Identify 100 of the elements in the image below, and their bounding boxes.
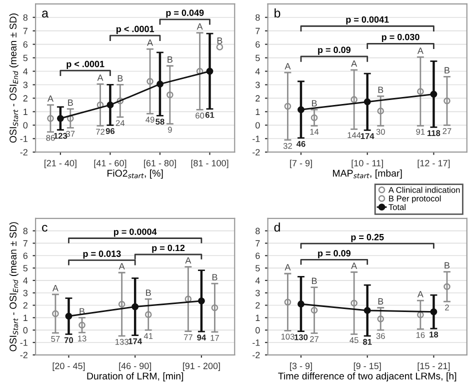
annotation: A	[351, 262, 358, 269]
y-tick-label: 6	[256, 41, 260, 48]
y-tick-label: 4	[255, 278, 260, 284]
y-tick-label: 7	[23, 240, 28, 246]
y-tick-label: -2	[20, 149, 28, 156]
y-tick-label: 0	[256, 327, 260, 334]
chart-title: d	[274, 222, 280, 232]
annotation: p < .0001	[116, 26, 154, 34]
y-tick-label: 6	[23, 41, 28, 48]
annotation: B	[444, 67, 450, 74]
y-tick-label: 3	[23, 82, 28, 88]
annotation: B	[444, 262, 450, 268]
annotation: p = 0.049	[166, 10, 204, 18]
x-tick-label: [9 - 15]	[354, 362, 381, 371]
x-tick-label: [61 - 80]	[144, 160, 176, 168]
y-tick-label: 1	[24, 108, 28, 115]
legend-label: B Per protocol	[389, 195, 441, 204]
x-tick-label: [10 - 11]	[352, 160, 383, 168]
y-axis-title: OSI$_{Start}$ - OSI$_{End}$ (mean ± SD)	[9, 14, 18, 143]
x-tick-label: [81 - 100]	[191, 160, 228, 168]
x-axis-title: Duration of LRM, [min]	[87, 372, 184, 382]
y-tick-label: 4	[255, 68, 260, 75]
annotation: p = 0.0004	[114, 228, 157, 237]
annotation: B	[146, 290, 151, 296]
y-tick-label: 8	[256, 228, 260, 234]
annotation: A	[47, 95, 54, 102]
y-tick-label: 4	[23, 278, 28, 284]
y-tick-label: 2	[23, 302, 28, 309]
y-tick-label: 3	[255, 290, 260, 296]
annotation: B	[68, 100, 73, 106]
annotation: A	[118, 263, 125, 270]
x-axis-title: Time difference of two adjacent LRMs, [h]	[278, 372, 456, 382]
y-tick-label: 5	[256, 265, 260, 272]
annotation: 18	[430, 332, 438, 338]
x-axis-title: MAP$_{start}$, [mbar]	[333, 170, 402, 179]
annotation: 13	[78, 336, 86, 342]
annotation: A	[97, 74, 104, 81]
annotation: p = 0.030	[382, 34, 420, 42]
y-tick-label: -2	[20, 352, 28, 358]
x-tick-label: [7 - 9]	[290, 160, 312, 168]
y-tick-label: 3	[255, 82, 260, 88]
annotation: B	[168, 56, 172, 63]
annotation: A	[284, 63, 291, 70]
annotation: 37	[66, 130, 75, 137]
annotation: A	[196, 23, 203, 30]
annotation: 16	[416, 332, 425, 338]
annotation: 27	[442, 128, 452, 134]
annotation: 14	[310, 128, 319, 135]
annotation: p = 0.12	[152, 244, 185, 253]
y-tick-label: 8	[23, 228, 28, 234]
y-tick-label: 6	[256, 252, 260, 259]
annotation: 96	[106, 128, 115, 134]
y-tick-label: -2	[252, 149, 260, 156]
annotation: 58	[156, 118, 164, 125]
y-tick-label: 7	[23, 28, 28, 34]
y-tick-label: 5	[23, 265, 28, 272]
y-tick-label: -1	[252, 136, 260, 142]
y-tick-label: 0	[23, 327, 28, 334]
y-tick-label: 1	[256, 108, 260, 115]
x-tick-label: [12 - 17]	[418, 160, 450, 168]
annotation: B	[378, 298, 384, 304]
annotation: B	[212, 274, 218, 280]
annotation: 174	[360, 133, 374, 139]
chart-title: c	[42, 224, 48, 232]
x-tick-label: [21 - 40]	[44, 160, 76, 168]
y-tick-label: 8	[23, 14, 28, 21]
annotation: 60	[196, 112, 204, 119]
y-tick-label: 2	[23, 95, 28, 102]
annotation: 24	[116, 120, 125, 126]
annotation: B	[217, 38, 222, 44]
annotation: 133	[116, 338, 128, 345]
annotation: 123	[54, 132, 68, 139]
annotation: 17	[210, 335, 219, 341]
y-tick-label: 0	[256, 122, 260, 129]
y-tick-label: 5	[23, 54, 28, 62]
annotation: 72	[96, 128, 104, 135]
annotation: 46	[296, 140, 306, 147]
annotation: 70	[64, 337, 74, 344]
y-axis-title: OSI$_{Start}$ - OSI$_{End}$ (mean ± SD)	[9, 222, 18, 352]
annotation: 130	[294, 334, 308, 340]
y-tick-label: -1	[20, 340, 28, 346]
annotation: p = 0.09	[318, 250, 351, 258]
annotation: 57	[51, 336, 60, 342]
y-tick-label: 1	[24, 314, 28, 321]
annotation: 61	[205, 112, 214, 118]
y-tick-label: -2	[252, 352, 260, 358]
annotation: p = 0.013	[83, 250, 121, 259]
legend-label: A Clinical indication	[388, 186, 460, 193]
annotation: A	[351, 60, 358, 67]
annotation: 86	[46, 134, 55, 141]
annotation: p = 0.0041	[346, 16, 389, 25]
annotation: 41	[144, 333, 153, 339]
annotation: A	[417, 48, 424, 54]
y-tick-label: 7	[256, 28, 260, 34]
annotation: p < .0001	[66, 60, 104, 69]
annotation: 94	[197, 334, 206, 340]
chart-title: a	[42, 10, 48, 18]
y-tick-label: -1	[20, 136, 28, 142]
y-tick-label: 3	[23, 290, 28, 296]
annotation: 45	[350, 337, 358, 344]
